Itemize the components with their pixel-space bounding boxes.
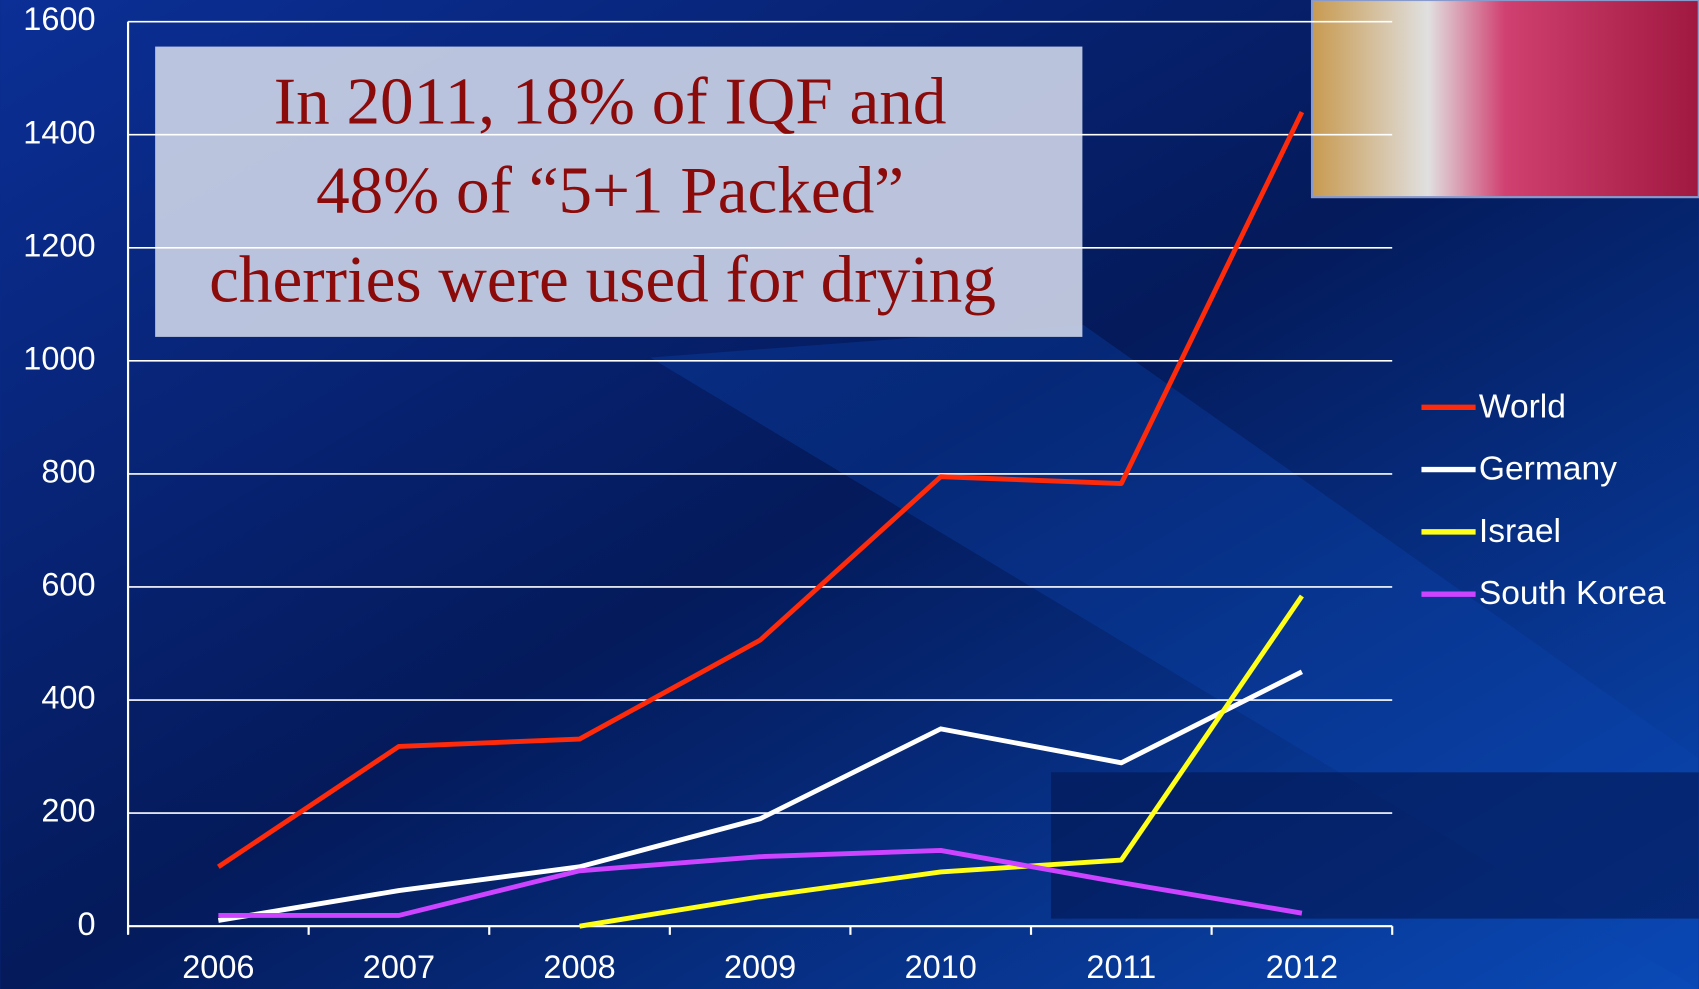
y-tick-label: 0 xyxy=(77,906,95,942)
legend-label: Israel xyxy=(1479,513,1561,550)
annotation-line: 48% of “5+1 Packed” xyxy=(316,153,904,228)
x-tick-label: 2006 xyxy=(182,949,254,985)
x-tick-label: 2009 xyxy=(724,949,796,985)
y-tick-label: 1600 xyxy=(23,1,95,37)
x-tick-label: 2007 xyxy=(363,949,435,985)
y-tick-label: 200 xyxy=(41,793,95,829)
series-line xyxy=(218,847,1303,918)
x-tick-label: 2011 xyxy=(1086,949,1156,985)
annotation-box xyxy=(155,46,1083,337)
legend-label: South Korea xyxy=(1479,575,1666,612)
y-tick-label: 1400 xyxy=(23,114,95,150)
x-tick-label: 2012 xyxy=(1266,949,1338,985)
annotation-line: cherries were used for drying xyxy=(209,241,996,316)
annotation-line: In 2011, 18% of IQF and xyxy=(274,64,947,139)
series-line xyxy=(217,669,1304,923)
y-tick-label: 400 xyxy=(41,680,95,716)
legend-label: Germany xyxy=(1479,451,1617,488)
series-line xyxy=(579,594,1304,929)
y-tick-label: 1200 xyxy=(23,227,95,263)
x-tick-label: 2010 xyxy=(905,949,977,985)
y-tick-label: 1000 xyxy=(23,340,95,376)
photo xyxy=(1310,0,1699,199)
y-tick-label: 600 xyxy=(41,567,95,603)
series-line xyxy=(217,111,1305,869)
y-tick-label: 800 xyxy=(41,453,95,489)
x-tick-label: 2008 xyxy=(543,949,615,985)
background-block xyxy=(1050,772,1699,919)
legend-label: World xyxy=(1479,388,1566,425)
